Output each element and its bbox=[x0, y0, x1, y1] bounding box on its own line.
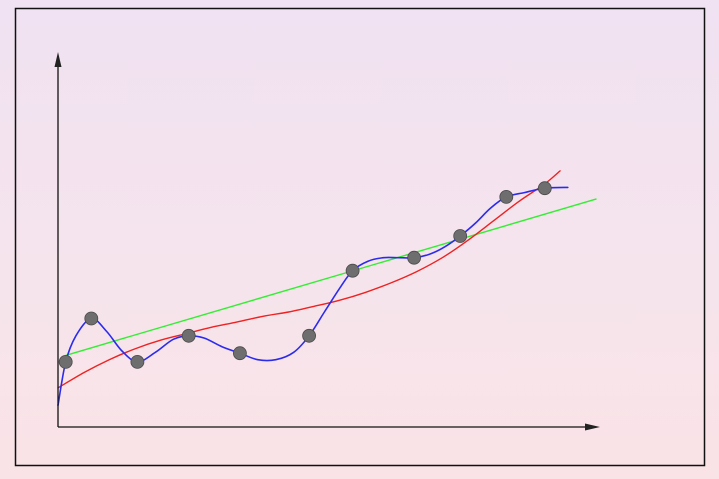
data-point bbox=[407, 250, 422, 265]
curve-interpolating-spline bbox=[57, 186, 569, 407]
data-point bbox=[130, 354, 145, 369]
data-point bbox=[58, 354, 73, 369]
data-point bbox=[302, 328, 317, 343]
data-point bbox=[345, 263, 360, 278]
data-point bbox=[232, 346, 247, 361]
curve-linear-fit bbox=[65, 198, 597, 357]
data-point bbox=[84, 311, 99, 326]
y-axis-arrowhead bbox=[54, 52, 62, 67]
curve-smooth-fit bbox=[57, 170, 561, 389]
data-point bbox=[181, 328, 196, 343]
axes bbox=[54, 52, 600, 431]
x-axis-arrowhead bbox=[585, 423, 600, 431]
chart-frame bbox=[14, 7, 706, 467]
data-point bbox=[499, 189, 514, 204]
data-point bbox=[453, 229, 468, 243]
data-points bbox=[58, 181, 552, 369]
data-point bbox=[537, 181, 552, 196]
fit-curves bbox=[57, 170, 597, 407]
